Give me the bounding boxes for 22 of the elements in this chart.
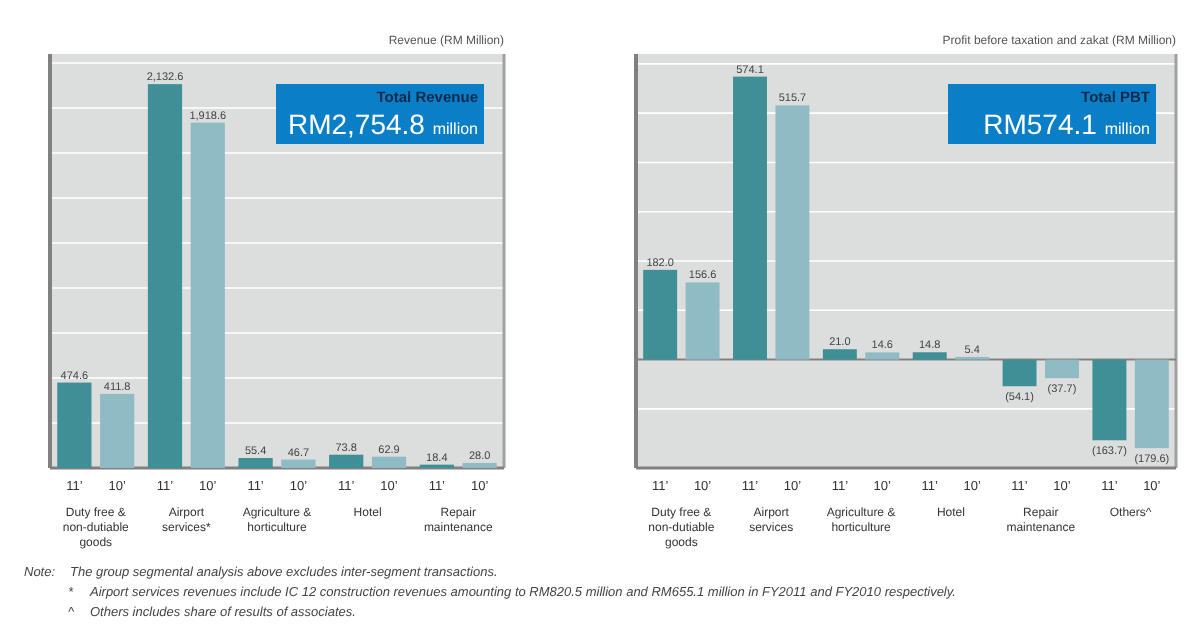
bar (100, 393, 135, 468)
annotation: RM574.1 million (983, 108, 1150, 140)
bar (1002, 359, 1037, 387)
bar (865, 352, 900, 360)
annotation: RM2,754.8 million (287, 108, 478, 140)
bar (462, 462, 497, 468)
bar (822, 349, 857, 360)
bar (643, 269, 678, 360)
bar (281, 459, 316, 468)
bar (733, 76, 767, 360)
bar (371, 456, 407, 468)
bar (190, 122, 225, 468)
bar (57, 382, 92, 468)
bar (775, 105, 810, 360)
bar (1092, 359, 1127, 441)
bar (329, 454, 364, 468)
bar (1045, 359, 1079, 379)
bar (147, 84, 183, 468)
bar (685, 282, 720, 360)
bar (1134, 359, 1169, 449)
bar (912, 352, 947, 360)
bar (238, 458, 273, 468)
